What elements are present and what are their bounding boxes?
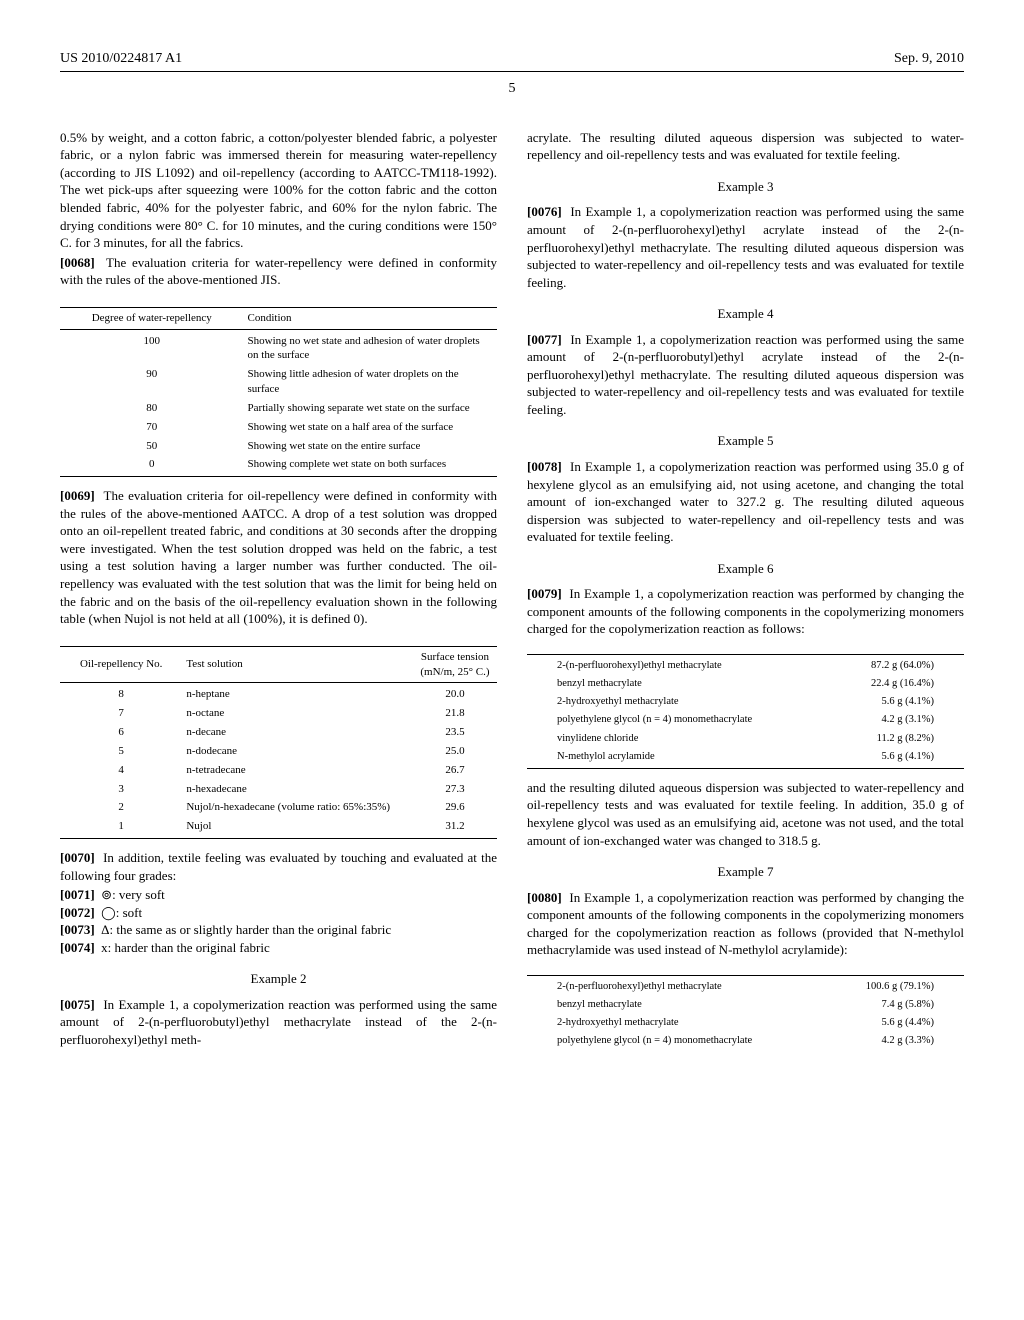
para-text: In Example 1, a copolymerization reactio… bbox=[527, 332, 964, 417]
para-text: In Example 1, a copolymerization reactio… bbox=[527, 586, 964, 636]
page-header: US 2010/0224817 A1 Sep. 9, 2010 bbox=[60, 50, 964, 72]
example6-table: 2-(n-perfluorohexyl)ethyl methacrylate87… bbox=[527, 654, 964, 769]
example-heading: Example 6 bbox=[527, 560, 964, 578]
doc-date: Sep. 9, 2010 bbox=[894, 50, 964, 69]
left-column: 0.5% by weight, and a cotton fabric, a c… bbox=[60, 129, 497, 1061]
table-row: 8n-heptane20.0 bbox=[60, 683, 497, 704]
table-header: Condition bbox=[244, 307, 497, 329]
table-row: N-methylol acrylamide5.6 g (4.1%) bbox=[527, 748, 964, 769]
right-column: acrylate. The resulting diluted aqueous … bbox=[527, 129, 964, 1061]
table-row: 2-(n-perfluorohexyl)ethyl methacrylate10… bbox=[527, 975, 964, 996]
example-heading: Example 2 bbox=[60, 970, 497, 988]
table-row: 90Showing little adhesion of water dropl… bbox=[60, 365, 497, 399]
table-row: 1Nujol31.2 bbox=[60, 817, 497, 838]
para-num: [0080] bbox=[527, 890, 562, 905]
page-number: 5 bbox=[60, 80, 964, 99]
table-header: Degree of water-repellency bbox=[60, 307, 244, 329]
list-item: [0073] Δ: the same as or slightly harder… bbox=[60, 921, 497, 939]
para-text: ◯: soft bbox=[101, 905, 142, 920]
example-heading: Example 3 bbox=[527, 178, 964, 196]
para-text: The evaluation criteria for water-repell… bbox=[60, 255, 497, 288]
table-row: 50Showing wet state on the entire surfac… bbox=[60, 437, 497, 456]
table-row: 70Showing wet state on a half area of th… bbox=[60, 418, 497, 437]
paragraph: acrylate. The resulting diluted aqueous … bbox=[527, 129, 964, 164]
para-text: In addition, textile feeling was evaluat… bbox=[60, 850, 497, 883]
list-item: [0072] ◯: soft bbox=[60, 904, 497, 922]
para-num: [0071] bbox=[60, 887, 95, 902]
doc-number: US 2010/0224817 A1 bbox=[60, 50, 182, 69]
table-row: 6n-decane23.5 bbox=[60, 723, 497, 742]
table-row: benzyl methacrylate7.4 g (5.8%) bbox=[527, 996, 964, 1014]
paragraph: [0075] In Example 1, a copolymerization … bbox=[60, 996, 497, 1049]
table-row: polyethylene glycol (n = 4) monomethacry… bbox=[527, 1032, 964, 1050]
table-row: 80Partially showing separate wet state o… bbox=[60, 399, 497, 418]
table-row: 2Nujol/n-hexadecane (volume ratio: 65%:3… bbox=[60, 798, 497, 817]
para-num: [0078] bbox=[527, 459, 562, 474]
paragraph: and the resulting diluted aqueous disper… bbox=[527, 779, 964, 849]
para-num: [0075] bbox=[60, 997, 95, 1012]
para-num: [0073] bbox=[60, 922, 95, 937]
table-row: 2-hydroxyethyl methacrylate5.6 g (4.4%) bbox=[527, 1014, 964, 1032]
table-row: 0Showing complete wet state on both surf… bbox=[60, 455, 497, 476]
para-text: Δ: the same as or slightly harder than t… bbox=[101, 922, 391, 937]
para-num: [0074] bbox=[60, 940, 95, 955]
example-heading: Example 5 bbox=[527, 432, 964, 450]
table-row: 3n-hexadecane27.3 bbox=[60, 780, 497, 799]
para-text: In Example 1, a copolymerization reactio… bbox=[527, 204, 964, 289]
table-row: 5n-dodecane25.0 bbox=[60, 742, 497, 761]
table-header: Oil-repellency No. bbox=[60, 646, 182, 683]
table-row: polyethylene glycol (n = 4) monomethacry… bbox=[527, 711, 964, 729]
oil-repellency-table: Oil-repellency No. Test solution Surface… bbox=[60, 646, 497, 839]
para-text: ⊚: very soft bbox=[101, 887, 165, 902]
table-row: vinylidene chloride11.2 g (8.2%) bbox=[527, 730, 964, 748]
example-heading: Example 7 bbox=[527, 863, 964, 881]
table-row: 100Showing no wet state and adhesion of … bbox=[60, 329, 497, 365]
paragraph: [0076] In Example 1, a copolymerization … bbox=[527, 203, 964, 291]
list-item: [0074] x: harder than the original fabri… bbox=[60, 939, 497, 957]
example7-table: 2-(n-perfluorohexyl)ethyl methacrylate10… bbox=[527, 975, 964, 1051]
table-row: 7n-octane21.8 bbox=[60, 704, 497, 723]
paragraph: [0080] In Example 1, a copolymerization … bbox=[527, 889, 964, 959]
paragraph: [0078] In Example 1, a copolymerization … bbox=[527, 458, 964, 546]
paragraph: [0069] The evaluation criteria for oil-r… bbox=[60, 487, 497, 627]
para-text: In Example 1, a copolymerization reactio… bbox=[60, 997, 497, 1047]
para-num: [0077] bbox=[527, 332, 562, 347]
list-item: [0071] ⊚: very soft bbox=[60, 886, 497, 904]
paragraph: [0070] In addition, textile feeling was … bbox=[60, 849, 497, 884]
table-row: benzyl methacrylate22.4 g (16.4%) bbox=[527, 675, 964, 693]
para-num: [0068] bbox=[60, 255, 95, 270]
table-row: 2-hydroxyethyl methacrylate5.6 g (4.1%) bbox=[527, 693, 964, 711]
paragraph: [0079] In Example 1, a copolymerization … bbox=[527, 585, 964, 638]
example-heading: Example 4 bbox=[527, 305, 964, 323]
table-header: Test solution bbox=[182, 646, 413, 683]
paragraph: [0077] In Example 1, a copolymerization … bbox=[527, 331, 964, 419]
para-text: In Example 1, a copolymerization reactio… bbox=[527, 890, 964, 958]
water-repellency-table: Degree of water-repellency Condition 100… bbox=[60, 307, 497, 478]
para-num: [0072] bbox=[60, 905, 95, 920]
para-num: [0070] bbox=[60, 850, 95, 865]
para-text: x: harder than the original fabric bbox=[101, 940, 270, 955]
para-text: The evaluation criteria for oil-repellen… bbox=[60, 488, 497, 626]
para-text: In Example 1, a copolymerization reactio… bbox=[527, 459, 964, 544]
para-num: [0076] bbox=[527, 204, 562, 219]
para-num: [0069] bbox=[60, 488, 95, 503]
table-row: 4n-tetradecane26.7 bbox=[60, 761, 497, 780]
para-num: [0079] bbox=[527, 586, 562, 601]
paragraph: 0.5% by weight, and a cotton fabric, a c… bbox=[60, 129, 497, 252]
content-columns: 0.5% by weight, and a cotton fabric, a c… bbox=[60, 129, 964, 1061]
table-row: 2-(n-perfluorohexyl)ethyl methacrylate87… bbox=[527, 654, 964, 675]
table-header: Surface tension(mN/m, 25° C.) bbox=[413, 646, 497, 683]
paragraph: [0068] The evaluation criteria for water… bbox=[60, 254, 497, 289]
